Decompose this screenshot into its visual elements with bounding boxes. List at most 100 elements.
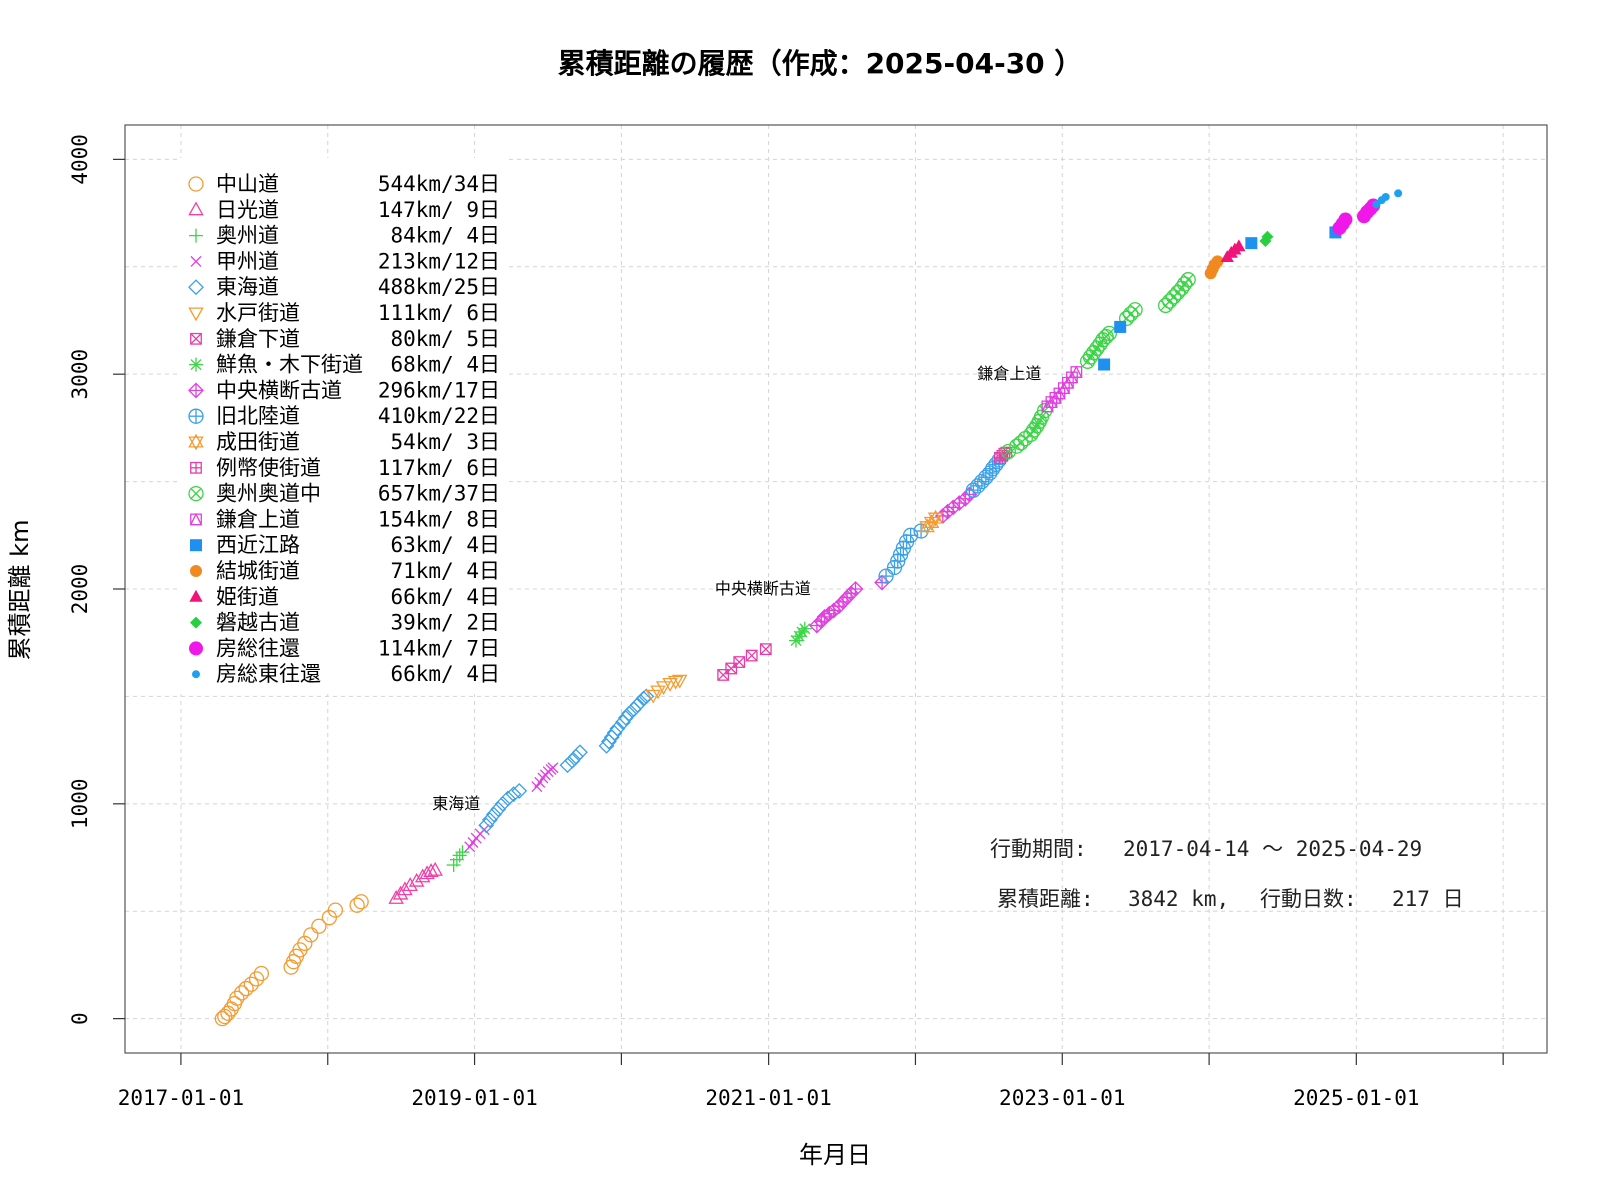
x-tick-label: 2019-01-01 [411,1086,537,1110]
legend-label: 成田街道 [216,430,300,454]
legend-label: 鎌倉下道 [216,327,300,351]
legend-label: 日光道 [216,198,279,222]
legend-marker [189,357,203,372]
data-point [481,812,498,828]
point-annotation: 東海道 [432,794,480,813]
data-point [650,685,666,700]
legend-value: 488km/25日 [378,275,500,299]
legend-background [178,158,508,694]
y-tick-label: 1000 [68,779,92,830]
distance-value: 3842 km, [1128,887,1229,911]
data-point [353,894,369,910]
legend-value: 84km/ 4日 [378,224,500,248]
y-tick-label: 0 [68,1012,92,1025]
legend-marker [189,589,203,602]
legend-value: 66km/ 4日 [378,662,500,686]
legend-marker [190,332,202,345]
legend-value: 657km/37日 [378,482,500,506]
y-tick-label: 3000 [68,349,92,400]
data-point [1049,391,1062,404]
legend-marker [188,279,204,296]
data-point [229,990,245,1006]
legend-value: 68km/ 4日 [378,353,500,377]
legend-value: 117km/ 6日 [378,456,500,480]
legend-value: 544km/34日 [378,172,500,196]
data-point [671,674,688,689]
data-point [446,858,461,873]
data-point [505,786,522,803]
data-point [303,927,319,943]
data-point [511,783,528,799]
data-point [725,662,738,675]
x-tick-label: 2021-01-01 [705,1086,831,1110]
days-value: 217 日 [1392,887,1464,911]
legend-marker [189,641,203,656]
data-point [617,709,634,726]
y-axis-label: 累積距離 km [6,520,34,661]
point-annotation: 中央横断古道 [715,579,811,598]
data-point [1394,189,1403,198]
legend-label: 東海道 [216,275,279,299]
legend-marker [188,307,204,322]
data-point [423,863,439,878]
data-point [717,669,730,681]
data-point [733,656,746,668]
data-point [1101,325,1117,342]
data-point [655,681,672,696]
annotations: 東海道 中央横断古道 鎌倉上道 [432,364,1041,813]
legend-value: 147km/ 9日 [378,198,500,222]
data-point [1041,399,1054,413]
data-point [632,693,649,710]
period-value: 2017-04-14 〜 2025-04-29 [1123,837,1422,861]
legend-marker [190,616,202,629]
data-point [638,688,655,705]
data-point [878,568,894,584]
legend-label: 奥州道 [216,224,279,248]
data-point [662,677,678,692]
legend-marker [188,433,204,451]
legend-label: 例幣使街道 [216,456,321,480]
data-point [621,705,637,722]
legend-value: 71km/ 4日 [378,559,500,583]
legend-label: 水戸街道 [216,301,300,325]
legend-marker [188,408,204,424]
data-point [1338,212,1353,227]
chart-title: 累積距離の履歴（作成：2025-04-30 ） [558,47,1083,80]
data-point [490,801,507,818]
data-point [234,985,250,1001]
x-tick-label: 2017-01-01 [118,1086,244,1110]
data-point [427,861,443,876]
data-point [500,790,516,807]
data-point [494,795,511,812]
data-point [253,965,270,982]
legend-label: 姫街道 [216,585,279,609]
data-point [1180,272,1196,288]
data-point [629,697,646,713]
legend-label: 房総往還 [216,636,300,660]
days-label: 行動日数: [1260,887,1357,911]
y-tick-label: 2000 [68,564,92,615]
data-point [1245,237,1258,250]
data-point [478,817,495,834]
data-point [1070,365,1083,378]
legend-marker [188,485,204,502]
data-point [1232,239,1246,252]
legend-value: 66km/ 4日 [378,585,500,609]
data-point [1045,395,1058,409]
data-point [1127,302,1143,318]
legend-value: 80km/ 5日 [378,327,500,351]
legend-value: 114km/ 7日 [378,636,500,660]
data-point [1381,192,1390,201]
legend-value: 213km/12日 [378,249,500,273]
legend-label: 奥州奥道中 [216,482,321,506]
data-points [214,189,1403,1027]
legend-label: 房総東往還 [216,662,321,686]
data-point [606,725,623,741]
legend-marker [189,228,203,243]
data-point [797,621,812,636]
data-point [220,1005,236,1021]
distance-label: 累積距離: [997,887,1094,911]
data-point [745,649,758,662]
data-point [847,581,864,597]
